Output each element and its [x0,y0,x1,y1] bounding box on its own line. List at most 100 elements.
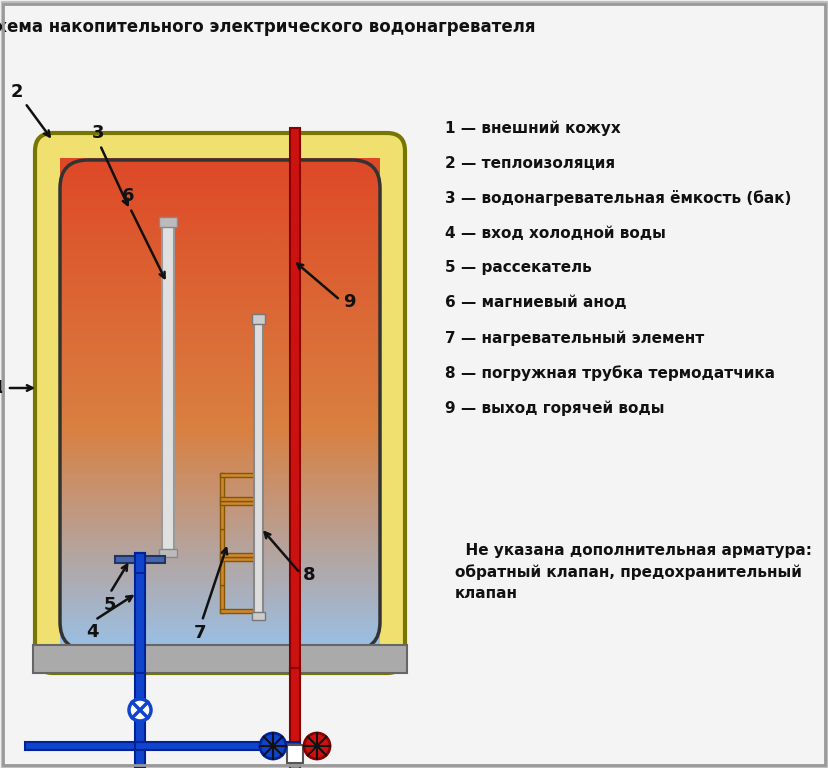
Bar [60,326,379,332]
Bar [60,624,379,630]
Bar [60,461,379,466]
Bar [60,236,379,242]
Bar [60,260,379,266]
Bar [253,585,258,613]
Bar [60,465,379,470]
Bar [60,170,379,177]
Bar [219,609,258,613]
Bar [60,473,379,478]
Bar [25,742,140,750]
Text: 2 — теплоизоляция: 2 — теплоизоляция [445,155,614,170]
Bar [60,558,379,564]
Bar [60,375,379,380]
Bar [60,526,379,531]
Text: 7 — нагревательный элемент: 7 — нагревательный элемент [445,330,704,346]
Bar [60,195,379,201]
Bar [60,546,379,552]
Bar [219,557,224,585]
Bar [60,334,379,339]
Bar [60,636,379,642]
Bar [60,579,379,584]
Bar [60,396,379,401]
Bar [252,612,265,620]
Bar [253,557,258,585]
Circle shape [260,733,286,759]
Bar [60,514,379,519]
Text: Схема накопительного электрического водонагревателя: Схема накопительного электрического водо… [0,18,535,36]
Bar [60,257,379,262]
Bar [60,522,379,528]
Bar [60,269,379,274]
Bar [60,440,379,446]
Bar [60,306,379,311]
Bar [60,445,379,450]
Text: 4 — вход холодной воды: 4 — вход холодной воды [445,226,665,240]
Bar [253,318,262,618]
Bar [60,505,379,511]
Bar [60,415,379,422]
Bar [60,330,379,336]
Bar [60,457,379,462]
Bar [219,553,258,557]
Bar [60,408,379,413]
Bar [219,497,258,501]
Bar [60,322,379,327]
Bar [60,391,379,397]
Bar [159,549,177,557]
Text: 2: 2 [11,83,23,101]
Bar [60,620,379,625]
Text: 6: 6 [122,187,134,205]
Bar [60,338,379,344]
Bar [60,163,379,168]
Bar [60,403,379,409]
Bar [60,204,379,209]
Bar [60,301,379,307]
Bar [60,641,379,646]
Bar [60,383,379,389]
Bar [60,551,379,556]
FancyBboxPatch shape [35,133,405,673]
Text: 5: 5 [104,596,116,614]
Bar [290,128,300,673]
Bar [60,604,379,609]
Bar [60,563,379,568]
Bar [290,758,300,768]
Bar [60,228,379,233]
Bar [60,616,379,621]
Bar [60,359,379,364]
Bar [161,223,174,553]
Bar [159,217,177,227]
Bar [60,200,379,205]
Bar [290,668,300,768]
Bar [219,473,224,501]
Bar [135,742,300,750]
Text: 3 — водонагревательная ёмкость (бак): 3 — водонагревательная ёмкость (бак) [445,190,791,206]
Bar [60,290,379,295]
Bar [60,644,379,650]
Bar [219,585,224,613]
Bar [60,362,379,368]
Bar [60,310,379,315]
Bar [60,477,379,482]
Bar [60,343,379,348]
Bar [60,211,379,217]
Bar [253,529,258,557]
Bar [219,557,258,561]
Bar [115,556,165,563]
Bar [60,387,379,392]
Bar [60,632,379,637]
Bar [60,232,379,237]
Text: 9 — выход горячей воды: 9 — выход горячей воды [445,400,664,415]
Bar [253,501,258,529]
Bar [60,468,379,475]
Bar [60,179,379,184]
Bar [60,350,379,356]
Bar [60,223,379,230]
Bar [60,607,379,614]
Bar [60,412,379,417]
Bar [219,501,258,505]
Bar [60,436,379,442]
Text: Не указана дополнительная арматура:
обратный клапан, предохранительный
клапан: Не указана дополнительная арматура: обра… [455,543,811,601]
Bar [60,220,379,225]
Bar [135,553,145,673]
